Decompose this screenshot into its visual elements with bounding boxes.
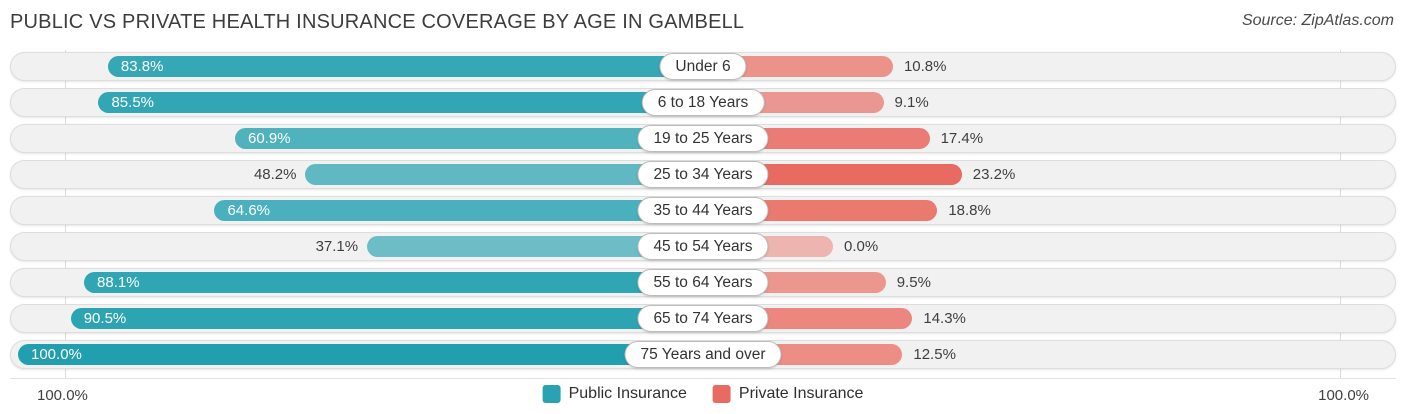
public-bar xyxy=(18,344,703,365)
age-group-label: 55 to 64 Years xyxy=(637,269,769,296)
private-bar xyxy=(703,56,893,77)
chart-row: 64.6% 18.8% 35 to 44 Years xyxy=(10,196,1396,225)
private-value-label: 9.5% xyxy=(896,274,931,291)
age-group-label: 75 Years and over xyxy=(624,341,782,368)
chart-title: PUBLIC VS PRIVATE HEALTH INSURANCE COVER… xyxy=(10,11,745,33)
legend-label-private: Private Insurance xyxy=(738,385,864,402)
public-bar xyxy=(98,92,703,113)
source-attribution: Source: ZipAtlas.com xyxy=(1241,12,1394,29)
public-value-label: 85.5% xyxy=(111,94,155,111)
public-bar xyxy=(367,236,703,257)
private-value-label: 12.5% xyxy=(913,346,956,363)
public-value-label: 88.1% xyxy=(97,274,140,291)
public-value-label: 100.0% xyxy=(31,346,82,363)
chart-row: 100.0% 12.5% 75 Years and over xyxy=(10,340,1396,369)
age-group-label: 25 to 34 Years xyxy=(637,161,769,188)
age-group-label: 45 to 54 Years xyxy=(637,233,769,260)
right-axis-max-label: 100.0% xyxy=(1318,387,1369,404)
public-bar xyxy=(214,200,703,221)
private-value-label: 18.8% xyxy=(948,202,991,219)
public-bar xyxy=(70,308,703,329)
private-insurance-swatch xyxy=(712,385,731,403)
chart-legend: Public Insurance Private Insurance xyxy=(542,385,864,403)
chart-row: 37.1% 0.0% 45 to 54 Years xyxy=(10,232,1396,261)
public-bar xyxy=(84,272,703,293)
age-group-label: Under 6 xyxy=(659,53,747,80)
age-group-label: 19 to 25 Years xyxy=(637,125,769,152)
legend-label-public: Public Insurance xyxy=(568,385,687,402)
public-value-label: 90.5% xyxy=(83,310,127,327)
age-group-label: 65 to 74 Years xyxy=(637,305,769,332)
private-value-label: 0.0% xyxy=(844,238,879,255)
chart-rows: 83.8% 10.8% Under 6 85.5% 9.1% 6 to 18 Years 6… xyxy=(10,52,1396,369)
age-group-label: 6 to 18 Years xyxy=(641,89,765,116)
public-value-label: 48.2% xyxy=(253,166,297,183)
public-value-label: 83.8% xyxy=(120,58,164,75)
chart-row: 83.8% 10.8% Under 6 xyxy=(10,52,1396,81)
public-insurance-swatch xyxy=(542,385,561,403)
left-axis-max-label: 100.0% xyxy=(37,387,88,404)
chart-body: 83.8% 10.8% Under 6 85.5% 9.1% 6 to 18 Years 6… xyxy=(10,50,1396,378)
public-value-label: 60.9% xyxy=(248,130,291,147)
age-group-label: 35 to 44 Years xyxy=(637,197,769,224)
public-bar xyxy=(107,56,703,77)
chart-header: PUBLIC VS PRIVATE HEALTH INSURANCE COVER… xyxy=(0,8,1406,48)
private-value-label: 14.3% xyxy=(923,310,966,327)
legend-item-private: Private Insurance xyxy=(712,385,864,403)
chart-row: 90.5% 14.3% 65 to 74 Years xyxy=(10,304,1396,333)
public-bar xyxy=(305,164,703,185)
public-value-label: 37.1% xyxy=(315,238,359,255)
chart-row: 60.9% 17.4% 19 to 25 Years xyxy=(10,124,1396,153)
chart-footer: 100.0% Public Insurance Private Insuranc… xyxy=(10,378,1396,412)
chart-row: 48.2% 23.2% 25 to 34 Years xyxy=(10,160,1396,189)
public-bar xyxy=(235,128,703,149)
chart-row: 85.5% 9.1% 6 to 18 Years xyxy=(10,88,1396,117)
private-value-label: 17.4% xyxy=(940,130,984,147)
public-value-label: 64.6% xyxy=(227,202,271,219)
private-value-label: 10.8% xyxy=(903,58,947,75)
chart-row: 88.1% 9.5% 55 to 64 Years xyxy=(10,268,1396,297)
private-value-label: 9.1% xyxy=(894,94,929,111)
legend-item-public: Public Insurance xyxy=(542,385,687,403)
private-value-label: 23.2% xyxy=(972,166,1016,183)
